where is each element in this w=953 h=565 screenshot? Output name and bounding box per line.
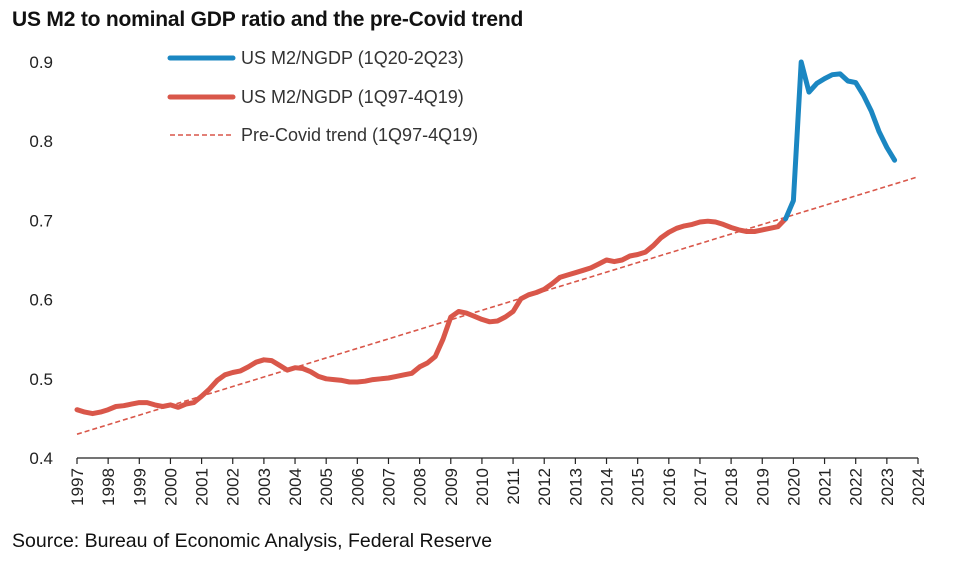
legend-item-post-covid: US M2/NGDP (1Q20-2Q23) [167, 48, 464, 68]
legend-label: US M2/NGDP (1Q20-2Q23) [241, 48, 464, 68]
x-tick-label: 2009 [442, 468, 461, 506]
x-tick-label: 2010 [473, 468, 492, 506]
x-tick-label: 2006 [348, 468, 367, 506]
x-tick-label: 2017 [691, 468, 710, 506]
x-tick-label: 2015 [629, 468, 648, 506]
x-tick-label: 2011 [504, 468, 523, 505]
x-tick-label: 2000 [161, 468, 180, 506]
series-line-post-covid [783, 59, 898, 222]
x-tick-label: 1999 [130, 468, 149, 506]
x-tick-label: 2003 [255, 468, 274, 506]
x-tick-label: 2018 [722, 468, 741, 506]
series-line-pre-covid [74, 216, 789, 417]
x-tick-label: 2007 [379, 468, 398, 506]
series-line-trend [76, 176, 919, 435]
legend-item-trend: Pre-Covid trend (1Q97-4Q19) [170, 125, 478, 145]
x-tick-label: 1998 [99, 468, 118, 506]
x-tick-label: 2022 [847, 468, 866, 506]
x-tick-label: 2016 [660, 468, 679, 506]
y-tick-label: 0.9 [29, 53, 53, 72]
chart-title: US M2 to nominal GDP ratio and the pre-C… [12, 8, 524, 31]
x-tick-label: 2012 [535, 468, 554, 506]
x-tick-label: 2024 [909, 468, 928, 506]
legend: US M2/NGDP (1Q20-2Q23) US M2/NGDP (1Q97-4… [167, 48, 478, 145]
x-tick-label: 1997 [68, 468, 87, 506]
x-tick-label: 2020 [784, 468, 803, 506]
legend-item-pre-covid: US M2/NGDP (1Q97-4Q19) [167, 87, 464, 107]
x-tick-label: 2021 [816, 468, 835, 506]
x-tick-label: 2014 [598, 468, 617, 506]
x-axis: 1997 1998 1999 2000 2001 2002 2003 2004 2005 2006… [68, 457, 928, 506]
source-note: Source: Bureau of Economic Analysis, Fed… [12, 530, 493, 552]
y-tick-label: 0.6 [29, 291, 53, 310]
y-tick-label: 0.4 [29, 449, 53, 468]
x-tick-label: 2023 [878, 468, 897, 506]
series-layer [74, 59, 919, 435]
x-tick-label: 2013 [566, 468, 585, 506]
y-tick-label: 0.8 [29, 132, 53, 151]
legend-label: US M2/NGDP (1Q97-4Q19) [241, 87, 464, 107]
x-tick-label: 2008 [411, 468, 430, 506]
x-tick-label: 2005 [317, 468, 336, 506]
y-axis: 0.4 0.5 0.6 0.7 0.8 0.9 [29, 53, 53, 468]
y-tick-label: 0.7 [29, 211, 53, 230]
x-tick-label: 2001 [193, 468, 212, 506]
x-tick-label: 2004 [286, 468, 305, 506]
x-tick-label: 2019 [753, 468, 772, 506]
x-tick-label: 2002 [224, 468, 243, 506]
legend-label: Pre-Covid trend (1Q97-4Q19) [241, 125, 478, 145]
y-tick-label: 0.5 [29, 370, 53, 389]
